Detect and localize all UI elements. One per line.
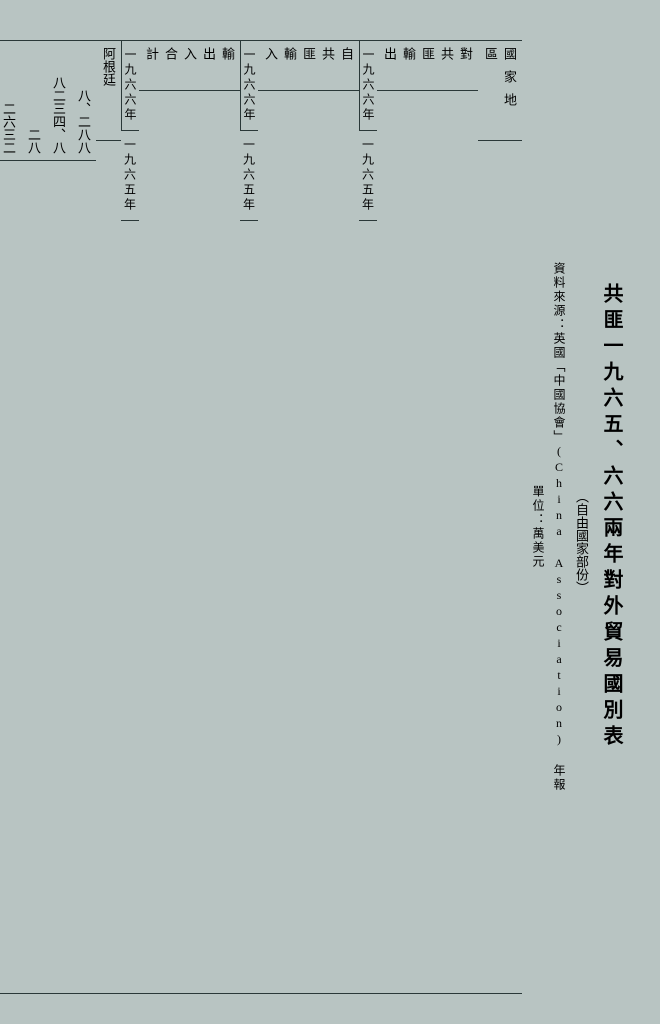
country-col: 阿根廷八、二八八八二三四、八二八二六三二八三一六一〇八六六、八: [0, 41, 121, 993]
country-name: 阿根廷: [96, 41, 121, 141]
hdr-import-group: 自共匪輸入: [258, 41, 359, 91]
import-1966: 二六三二: [0, 41, 21, 161]
hdr-e65-year: 一九六五年: [359, 131, 377, 221]
export-1966: 八二三四、八: [46, 41, 71, 161]
source-block: 資料來源：英國「中國協會」(China Association) 年報 單位：萬…: [528, 40, 570, 994]
hdr-i66-year: 一九六六年: [240, 41, 258, 131]
hdr-t65-year: 一九六五年: [121, 131, 139, 221]
hdr-t66-year: 一九六六年: [121, 41, 139, 131]
hdr-region: 國家地區: [478, 41, 522, 141]
trade-table: 國家地區 對共匪輸出 一九六五年 一九六六年 自共匪輸入 一九六五年 一九六六年…: [0, 40, 522, 994]
source-line: 資料來源：英國「中國協會」(China Association) 年報: [549, 258, 570, 796]
page-title: 共匪一九六五、六六兩年對外貿易國別表: [593, 273, 630, 761]
hdr-total-group: 輸出入合計: [139, 41, 240, 91]
title-block: 共匪一九六五、六六兩年對外貿易國別表: [593, 40, 630, 994]
hdr-e66-year: 一九六六年: [359, 41, 377, 131]
import-1965: 二八: [21, 41, 46, 161]
export-1965: 八、二八八: [71, 41, 96, 161]
hdr-i65-year: 一九六五年: [240, 131, 258, 221]
unit-line: 單位：萬美元: [528, 481, 549, 573]
header-region-col: 國家地區 對共匪輸出 一九六五年 一九六六年 自共匪輸入 一九六五年 一九六六年…: [121, 41, 522, 993]
hdr-export-group: 對共匪輸出: [377, 41, 478, 91]
subtitle-block: （自由國家部份）: [570, 40, 593, 994]
subtitle: （自由國家部份）: [570, 484, 593, 600]
